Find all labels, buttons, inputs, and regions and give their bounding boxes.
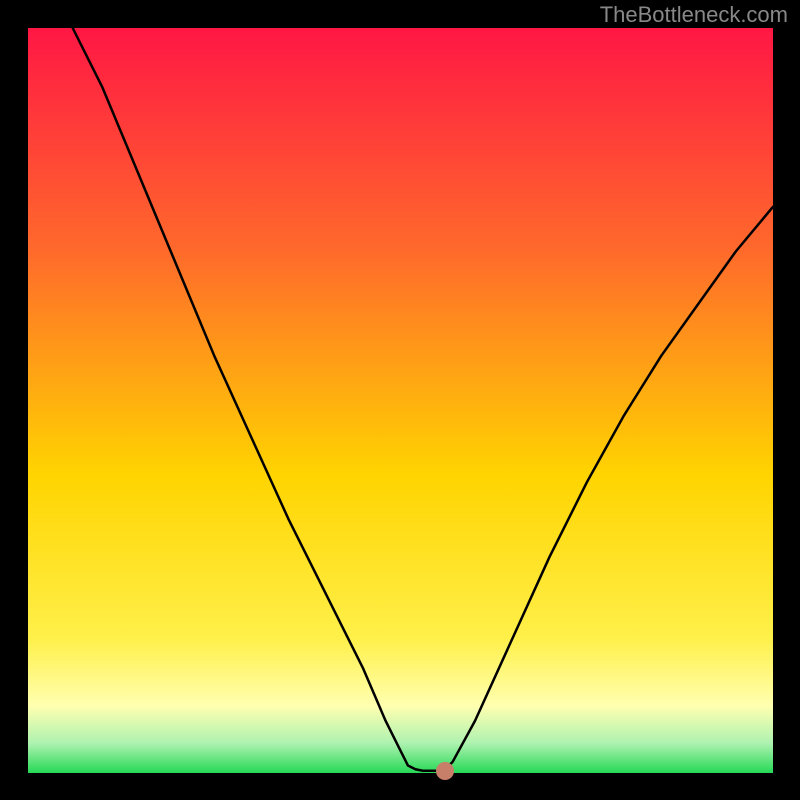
bottleneck-curve — [0, 0, 800, 800]
curve-path — [73, 28, 773, 771]
watermark-text: TheBottleneck.com — [600, 2, 788, 28]
optimal-point-marker — [436, 762, 454, 780]
